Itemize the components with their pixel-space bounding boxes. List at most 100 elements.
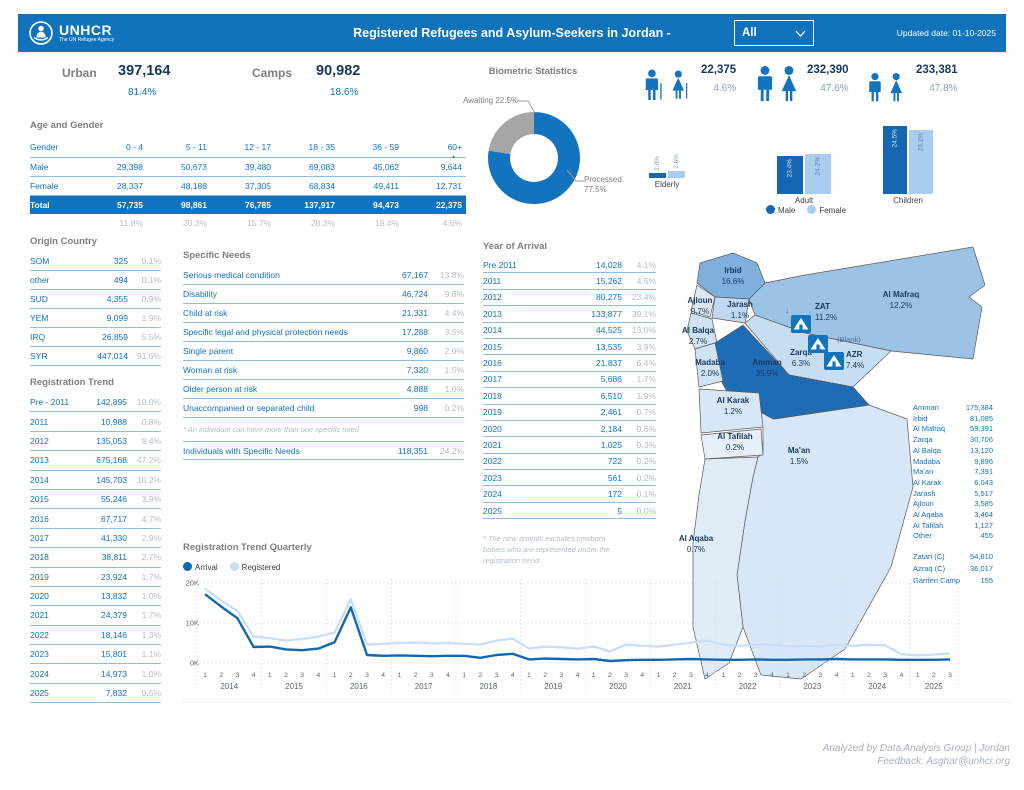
bar-chart-children[interactable]: 24.5% 23.2% [882, 124, 934, 194]
age-gender-header-cell[interactable]: 0 - 4 [125, 141, 143, 152]
year-of-arrival-row[interactable]: 2020 2,184 0.6% [483, 421, 656, 438]
specific-need-row[interactable]: Specific legal and physical protection n… [183, 323, 464, 342]
year-of-arrival-row[interactable]: 2018 6,510 1.9% [483, 388, 656, 405]
map-region-jarash[interactable] [711, 296, 750, 324]
age-gender-header-cell[interactable]: Gender [30, 141, 59, 152]
age-gender-header-cell[interactable]: 12 - 17 [244, 141, 271, 152]
year-of-arrival-row[interactable]: 2019 2,461 0.7% [483, 405, 656, 421]
age-gender-header-cell[interactable]: 18 - 35 [308, 141, 335, 152]
legend-female[interactable]: Female [807, 205, 846, 215]
camp-list-row[interactable]: Azraq (C) 36,017 [913, 563, 993, 575]
year-of-arrival-row[interactable]: Pre 2011 14,028 4.1% [483, 257, 656, 274]
camp-marker-blank[interactable]: ↓ [802, 326, 828, 353]
camp-list-row[interactable]: Garden Camp 155 [913, 575, 993, 587]
origin-country-row[interactable]: IRQ 26,859 5.5% [30, 328, 161, 347]
registration-trend-row[interactable]: 2011 10,988 0.8% [30, 412, 161, 432]
age-gender-row[interactable]: Male 29,398 50,673 39,480 69,083 45,062 9,644 [30, 158, 466, 177]
year-of-arrival-row[interactable]: 2025 5 0.0% [483, 503, 656, 520]
origin-country-row[interactable]: SUD 4,355 0.9% [30, 290, 161, 309]
female-bar[interactable]: 24.2% [805, 154, 831, 194]
year-of-arrival-row[interactable]: 2016 21,837 6.4% [483, 355, 656, 372]
year-of-arrival-row[interactable]: 2023 561 0.2% [483, 470, 656, 487]
governorate-list-row[interactable]: Al Aqaba 3,464 [913, 510, 993, 521]
female-bar[interactable]: 23.2% [909, 130, 933, 194]
year-of-arrival-row[interactable]: 2014 44,525 13.0% [483, 323, 656, 339]
year-of-arrival-row[interactable]: 2011 15,262 4.5% [483, 273, 656, 290]
registration-trend-row[interactable]: 2022 18,146 1.3% [30, 626, 161, 646]
specific-need-row[interactable]: Serious medical condition 67,167 13.8% [183, 266, 464, 285]
registration-trend-row[interactable]: 2025 7,832 0.5% [30, 684, 161, 704]
all-filter-dropdown[interactable]: All [734, 20, 814, 46]
specific-need-row[interactable]: Unaccompanied or separated child 998 0.2% [183, 399, 464, 418]
origin-country-row[interactable]: SYR 447,014 91.6% [30, 347, 161, 366]
legend-arrival[interactable]: Arrival [183, 562, 218, 572]
female-bar[interactable] [668, 171, 685, 178]
registration-trend-row[interactable]: 2020 13,832 1.0% [30, 587, 161, 607]
registration-trend-row[interactable]: 2015 55,246 3.9% [30, 490, 161, 510]
origin-country-row[interactable]: other 494 0.1% [30, 271, 161, 290]
registration-trend-row[interactable]: 2017 41,330 2.9% [30, 529, 161, 549]
quarterly-line-chart[interactable]: 20K 10K 0K 1 2 3 4 2014 1 2 3 4 2015 1 2 3 4 2016 1 2 3 4 2017… [183, 575, 1010, 697]
governorate-list-row[interactable]: Zarqa 30,706 [913, 435, 993, 446]
governorate-list-row[interactable]: Ma'an 7,391 [913, 467, 993, 478]
year-of-arrival-row[interactable]: 2012 80,275 23.4% [483, 290, 656, 307]
age-gender-row[interactable]: Female 28,337 48,188 37,305 68,834 49,411 12,7… [30, 177, 466, 196]
specific-need-row[interactable]: Woman at risk 7,320 1.5% [183, 361, 464, 380]
bar-chart-adult[interactable]: 23.4% 24.2% [776, 150, 832, 194]
map-region-alkarak[interactable] [698, 388, 764, 434]
registration-trend-row[interactable]: 2016 67,717 4.7% [30, 509, 161, 529]
age-gender-header-cell[interactable]: 36 - 59 [372, 141, 399, 152]
registration-trend-row[interactable]: 2013 675,168 47.2% [30, 451, 161, 471]
map-region-ajloun[interactable] [690, 284, 716, 318]
age-gender-header-cell[interactable]: 5 - 11 [185, 141, 207, 152]
year-of-arrival-row[interactable]: 2024 172 0.1% [483, 486, 656, 503]
population-group-children-couple[interactable]: 233,381 47.8% [864, 64, 958, 113]
map-region-irbid[interactable] [696, 252, 766, 300]
governorate-list-row[interactable]: Jarash 5,517 [913, 489, 993, 500]
legend-registered[interactable]: Registered [229, 562, 280, 572]
specific-need-row[interactable]: Disability 46,724 9.6% [183, 285, 464, 304]
origin-country-row[interactable]: SOM 325 0.1% [30, 252, 161, 271]
legend-male[interactable]: Male [766, 205, 795, 215]
population-group-adult-couple[interactable]: 232,390 47.6% [753, 64, 849, 113]
population-group-elderly-couple[interactable]: 22,375 4.6% [643, 64, 736, 113]
map-region-altafilah[interactable] [700, 428, 764, 460]
governorate-list-row[interactable]: Al Tafilah 1,127 [913, 521, 993, 532]
specific-need-row[interactable]: Child at risk 21,331 4.4% [183, 304, 464, 323]
camp-marker-azr[interactable]: ↓ [818, 343, 844, 370]
governorate-list-row[interactable]: Amman 175,384 [913, 403, 993, 414]
governorate-list-row[interactable]: Al Balqa 13,120 [913, 446, 993, 457]
registration-trend-row[interactable]: Pre - 2011 142,895 10.0% [30, 393, 161, 413]
biometric-donut-chart[interactable] [488, 112, 580, 204]
age-gender-header-cell[interactable]: 60+ ▲ [403, 142, 466, 160]
registration-trend-row[interactable]: 2012 135,053 9.4% [30, 432, 161, 452]
governorate-list-row[interactable]: Other 455 [913, 531, 993, 542]
governorate-list-row[interactable]: Ajloun 3,585 [913, 499, 993, 510]
registration-trend-row[interactable]: 2021 24,379 1.7% [30, 606, 161, 626]
year-of-arrival-row[interactable]: 2015 13,535 3.9% [483, 339, 656, 356]
registration-trend-row[interactable]: 2024 14,973 1.0% [30, 664, 161, 684]
male-bar[interactable] [649, 173, 666, 178]
male-bar[interactable]: 24.5% [883, 126, 907, 194]
governorate-list-row[interactable]: Al Karak 6,043 [913, 478, 993, 489]
age-gender-total-row[interactable]: Total 57,735 98,861 76,785 137,917 94,473 22,3… [30, 196, 466, 214]
governorate-list-row[interactable]: Al Mafraq 59,391 [913, 424, 993, 435]
registration-trend-row[interactable]: 2014 145,703 10.2% [30, 471, 161, 490]
registered-line[interactable] [204, 587, 951, 657]
year-of-arrival-row[interactable]: 2022 722 0.2% [483, 454, 656, 471]
governorate-list-row[interactable]: Irbid 81,085 [913, 414, 993, 425]
bar-chart-elderly[interactable]: 2.0% 2.6% [644, 130, 690, 178]
specific-need-row[interactable]: Older person at risk 4,888 1.0% [183, 380, 464, 399]
arrival-line[interactable] [204, 593, 951, 663]
origin-country-row[interactable]: YEM 9,099 1.9% [30, 309, 161, 328]
registration-trend-row[interactable]: 2019 23,924 1.7% [30, 568, 161, 587]
registration-trend-row[interactable]: 2023 15,801 1.1% [30, 645, 161, 665]
male-bar[interactable]: 23.4% [777, 156, 803, 194]
governorate-list-row[interactable]: Madaba 9,896 [913, 457, 993, 468]
map-region-madaba[interactable] [694, 342, 724, 388]
year-of-arrival-row[interactable]: 2017 5,686 1.7% [483, 372, 656, 389]
registration-trend-row[interactable]: 2018 38,811 2.7% [30, 548, 161, 568]
specific-need-row[interactable]: Single parent 9,860 2.0% [183, 342, 464, 361]
year-of-arrival-row[interactable]: 2013 133,877 39.1% [483, 306, 656, 323]
year-of-arrival-row[interactable]: 2021 1,025 0.3% [483, 437, 656, 454]
